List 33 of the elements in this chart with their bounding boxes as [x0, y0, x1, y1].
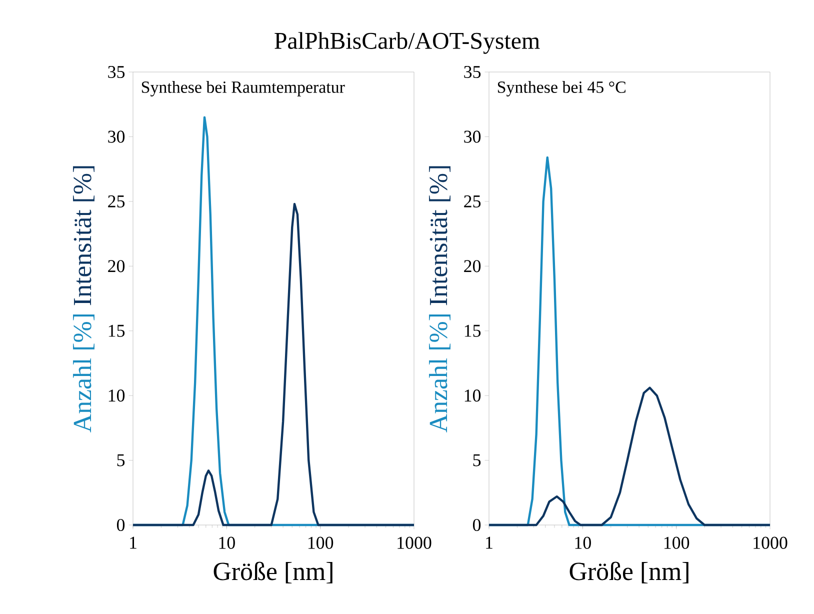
y-tick-label: 5	[473, 454, 481, 466]
x-tick-label: 1	[130, 536, 136, 549]
x-tick-label: 1000	[754, 536, 788, 549]
x-tick-label: 1	[486, 536, 492, 549]
y-tick-label: 30	[108, 130, 125, 143]
text: Anzahl [%]	[429, 314, 450, 432]
y-tick-label: 5	[117, 454, 125, 466]
x-tick-label: 10	[219, 536, 235, 549]
y-tick-label: 20	[464, 260, 481, 272]
x-axis-title: Größe [nm]	[214, 562, 332, 584]
text: Intensität [%]	[429, 166, 450, 306]
y-tick-label: 15	[108, 324, 125, 337]
x-axis-title: Größe [nm]	[570, 562, 688, 584]
y-tick-label: 15	[464, 324, 481, 337]
y-tick-label: 0	[116, 518, 125, 532]
y-tick-label: 0	[472, 518, 481, 532]
y-tick-label: 10	[108, 390, 125, 402]
y-tick-label: 10	[464, 390, 481, 402]
text: Intensität [%]	[73, 166, 94, 306]
annotation: Synthese bei Raumtemperatur	[142, 80, 345, 96]
y-tick-label: 20	[108, 260, 125, 272]
y-tick-label: 35	[464, 66, 481, 78]
annotation: Synthese bei 45 °C	[498, 80, 626, 96]
x-tick-label: 1000	[398, 536, 432, 549]
y-tick-label: 25	[464, 195, 481, 208]
text: Anzahl [%]	[73, 314, 94, 432]
x-tick-label: 100	[308, 536, 334, 549]
y-tick-label: 25	[108, 195, 125, 208]
x-tick-label: 10	[575, 536, 591, 549]
chart-title: PalPhBisCarb/AOT-System	[274, 32, 540, 54]
y-tick-label: 35	[108, 66, 125, 78]
x-tick-label: 100	[664, 536, 690, 549]
y-tick-label: 30	[464, 130, 481, 143]
